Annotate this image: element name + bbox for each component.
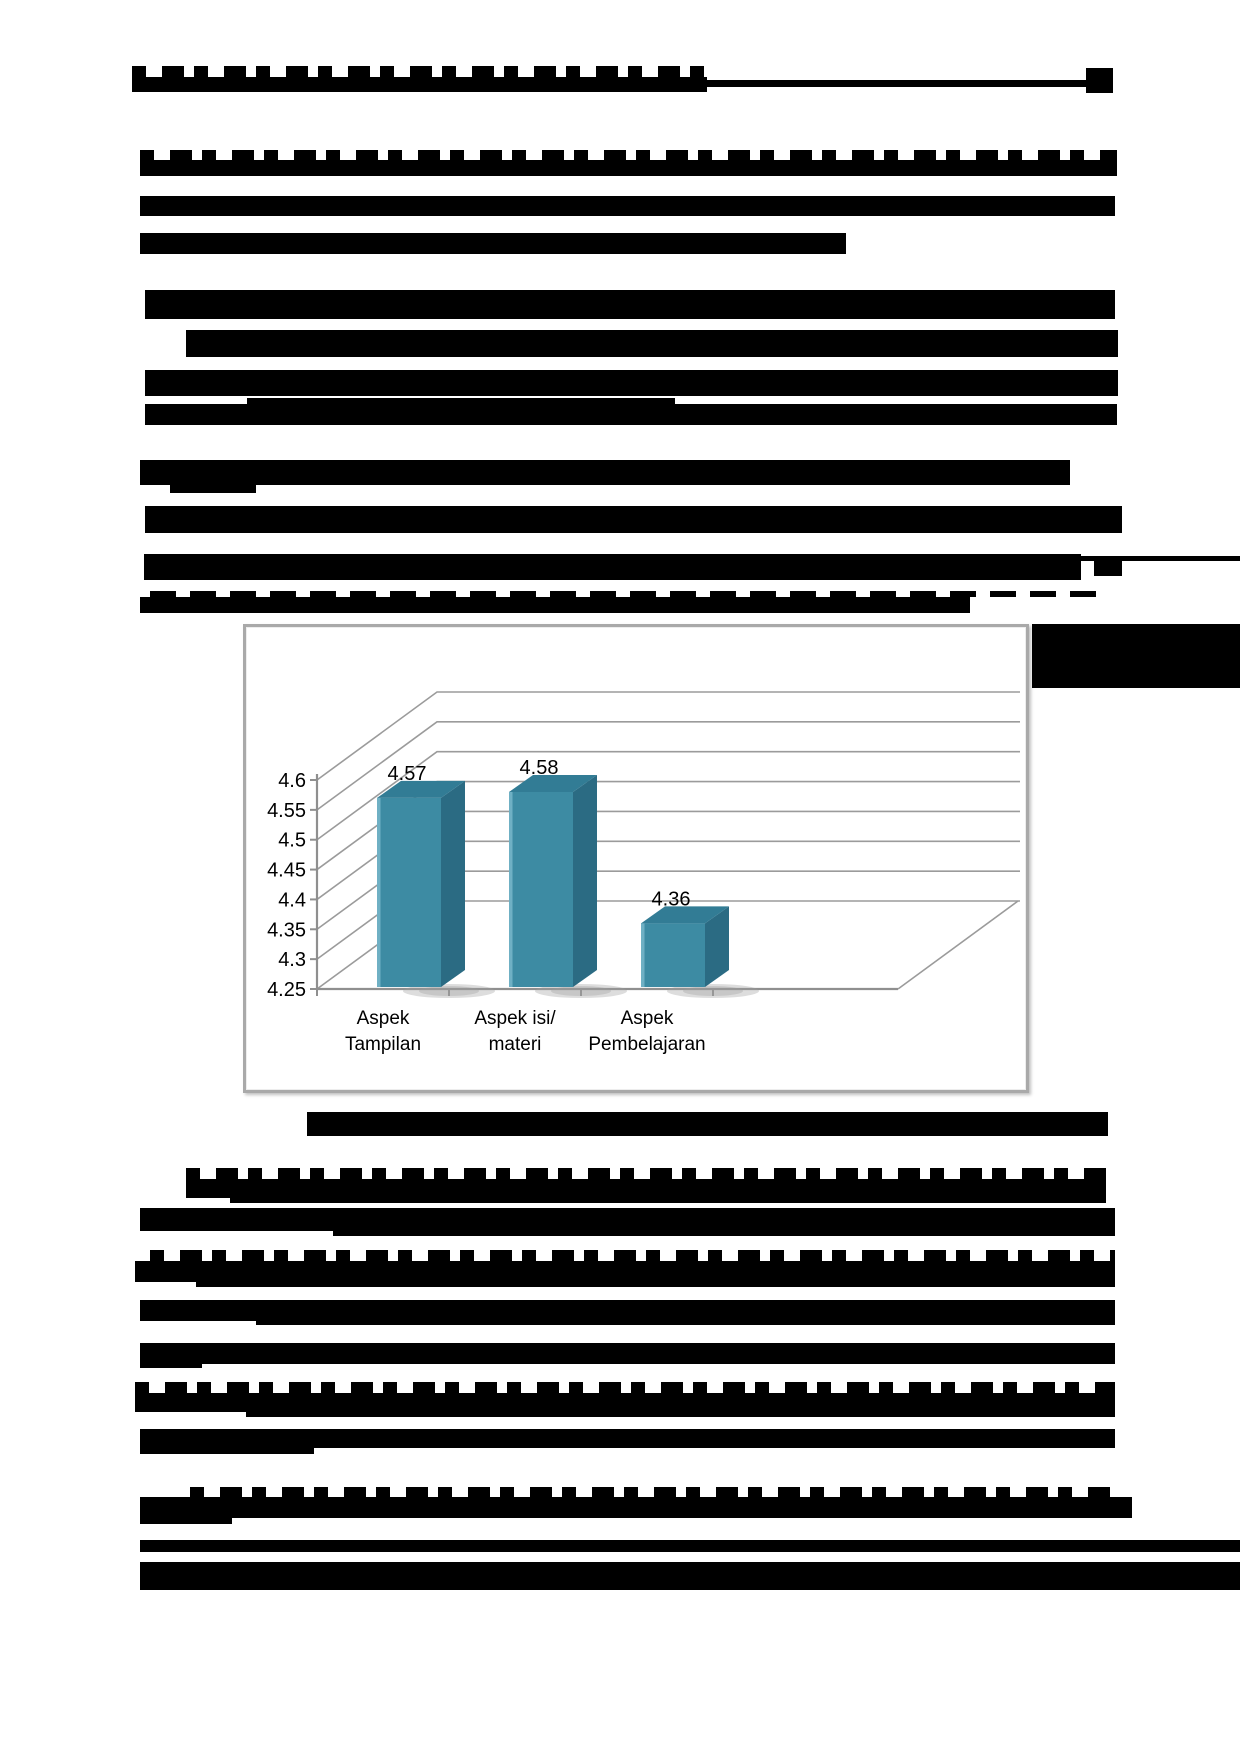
y-tick-label: 4.5 xyxy=(278,830,306,852)
chart-figure: 4.6 4.55 4.5 4.45 4.4 4.35 4.3 4.25 4.57 4.58 4.36… xyxy=(243,624,1029,1093)
redacted-text xyxy=(145,290,1115,319)
y-tick-label: 4.6 xyxy=(278,770,306,792)
redacted-text xyxy=(132,77,707,92)
redacted-text xyxy=(140,1562,1240,1590)
redacted-text xyxy=(140,1497,1132,1518)
y-tick-label: 4.45 xyxy=(267,860,306,882)
redacted-text xyxy=(186,1168,1106,1180)
bar-value-label: 4.58 xyxy=(520,757,559,779)
redacted-text xyxy=(144,554,1081,580)
x-axis-category-labels: Aspek Tampilan Aspek isi/materi Aspek Pembel… xyxy=(345,1008,706,1055)
redacted-text xyxy=(247,398,675,406)
category-label: Aspek isi/materi xyxy=(474,1008,556,1055)
redacted-text xyxy=(1094,560,1122,576)
redacted-text xyxy=(140,196,1115,216)
redacted-text xyxy=(140,1343,1115,1364)
redacted-text xyxy=(140,1208,1115,1231)
bar-value-label: 4.57 xyxy=(388,763,427,785)
category-label: Aspek Tampilan xyxy=(345,1008,421,1055)
redacted-text xyxy=(140,1447,314,1454)
redacted-text xyxy=(135,1382,1115,1394)
redacted-text xyxy=(186,1179,1106,1198)
bar-chart-canvas: 4.6 4.55 4.5 4.45 4.4 4.35 4.3 4.25 4.57 4.58 4.36… xyxy=(267,691,1020,1055)
y-axis-tick-labels: 4.6 4.55 4.5 4.45 4.4 4.35 4.3 4.25 xyxy=(267,770,306,1001)
y-tick-label: 4.55 xyxy=(267,800,306,822)
redacted-text xyxy=(140,1363,202,1368)
redacted-text xyxy=(140,1517,232,1524)
redacted-text xyxy=(333,1230,1115,1236)
redacted-text xyxy=(135,1393,1115,1412)
redacted-text xyxy=(700,80,1112,87)
y-tick-label: 4.4 xyxy=(278,889,306,911)
bar-value-label: 4.36 xyxy=(652,888,691,910)
y-tick-label: 4.25 xyxy=(267,979,306,1001)
redacted-text xyxy=(150,1250,1115,1262)
redacted-text xyxy=(140,1300,1115,1321)
y-tick-label: 4.35 xyxy=(267,919,306,941)
redacted-text xyxy=(145,404,1117,425)
redacted-text xyxy=(170,485,256,493)
redacted-text xyxy=(190,1487,1112,1498)
bar-aspek-isi-materi: 4.58 xyxy=(509,757,627,998)
redacted-text xyxy=(1032,624,1240,688)
bar-aspek-tampilan: 4.57 xyxy=(377,763,495,998)
redacted-text xyxy=(140,1429,1115,1448)
redacted-text xyxy=(140,597,970,613)
category-label: Aspek Pembelajaran xyxy=(588,1008,705,1055)
redacted-text xyxy=(140,1540,1240,1552)
redacted-text xyxy=(132,66,707,78)
redacted-text xyxy=(196,1281,1115,1287)
y-tick-label: 4.3 xyxy=(278,949,306,971)
redacted-text xyxy=(150,591,1096,597)
redacted-text xyxy=(230,1197,1106,1203)
bar-aspek-pembelajaran: 4.36 xyxy=(641,888,759,998)
redacted-text xyxy=(145,370,1118,396)
redacted-text xyxy=(140,233,846,254)
redacted-text xyxy=(1086,68,1113,93)
redacted-text xyxy=(140,150,1117,161)
redacted-text xyxy=(145,506,1122,533)
redacted-text xyxy=(256,1320,1115,1325)
redacted-text xyxy=(186,330,1118,357)
redacted-text xyxy=(307,1112,1108,1136)
redacted-text xyxy=(1078,556,1240,561)
redacted-text xyxy=(135,1261,1115,1282)
redacted-text xyxy=(246,1411,1115,1417)
axes xyxy=(310,774,1019,996)
redacted-text xyxy=(140,460,1070,485)
redacted-text xyxy=(140,160,1117,176)
